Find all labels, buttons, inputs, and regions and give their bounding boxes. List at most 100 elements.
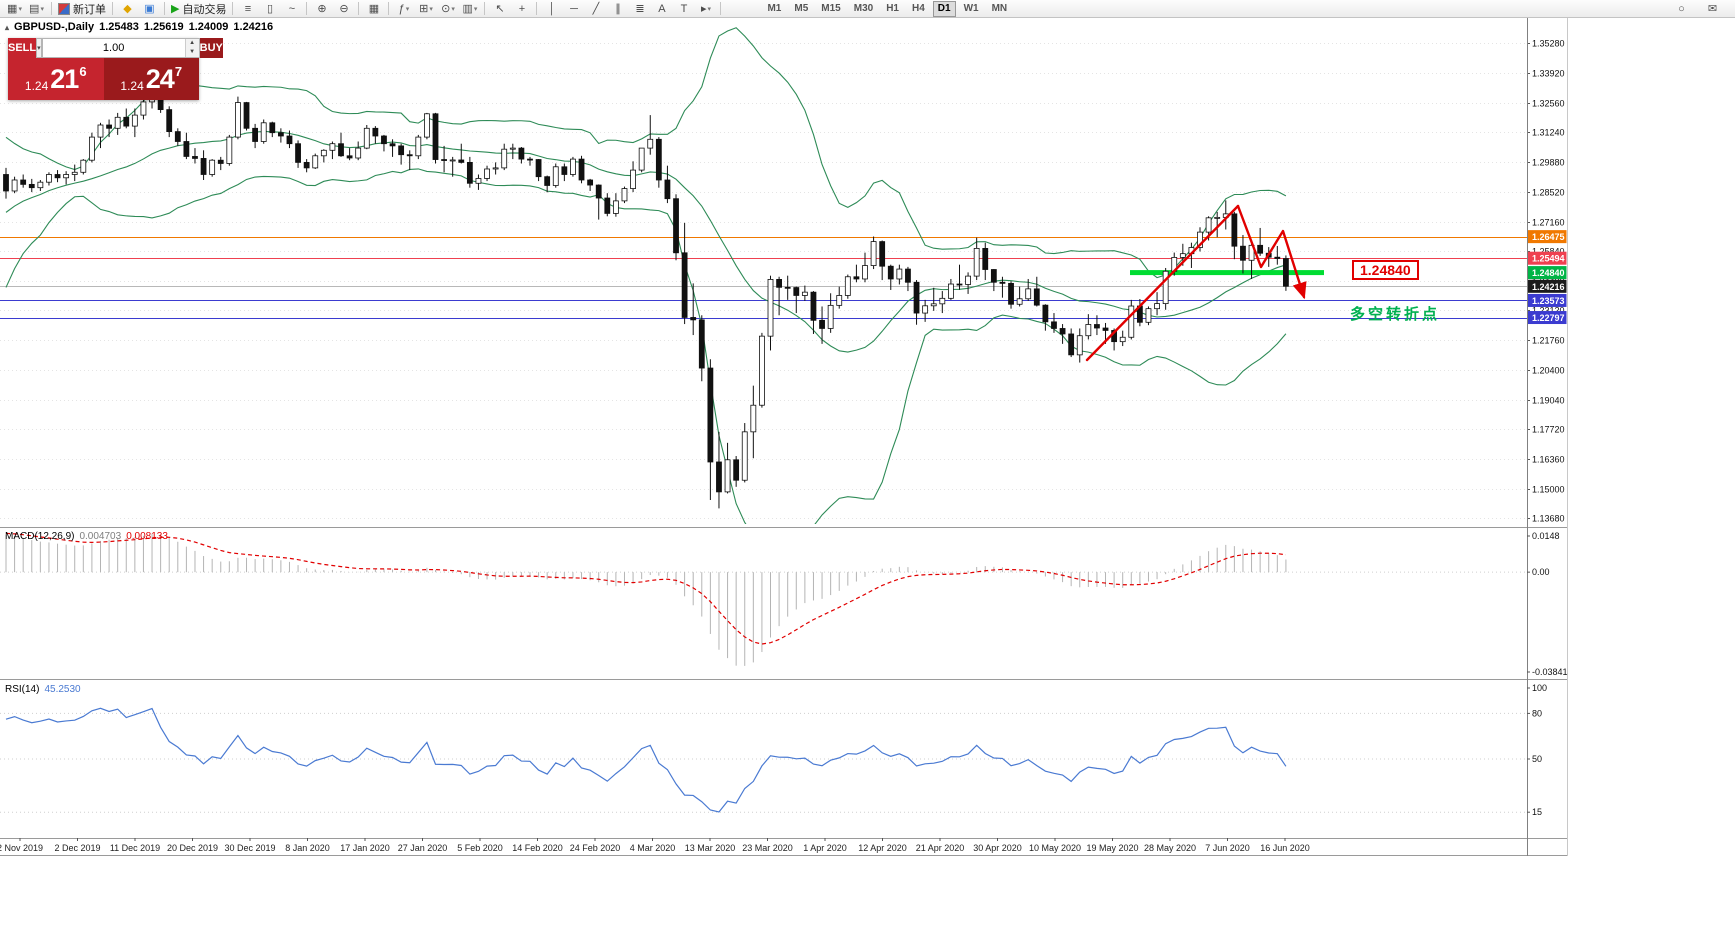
svg-text:7 Jun 2020: 7 Jun 2020 xyxy=(1205,843,1250,853)
timeframe-mn[interactable]: MN xyxy=(991,2,1008,14)
macd-indicator-label: MACD(12,26,9) 0.004703 0.008133 xyxy=(5,531,173,542)
horizontal-levels[interactable] xyxy=(0,237,1527,319)
zoom-in-icon[interactable]: ⊕ xyxy=(311,1,332,17)
svg-text:13 Mar 2020: 13 Mar 2020 xyxy=(685,843,736,853)
chat-icon[interactable]: ✉ xyxy=(1702,1,1723,17)
vertical-line-icon[interactable]: │ xyxy=(541,1,562,17)
volume-input[interactable] xyxy=(42,39,185,57)
indicators-icon-glyph: ƒ xyxy=(398,2,405,15)
svg-text:23 Mar 2020: 23 Mar 2020 xyxy=(742,843,793,853)
candlestick-chart-icon[interactable]: ▯ xyxy=(259,1,280,17)
line-chart-icon[interactable]: ~ xyxy=(281,1,302,17)
profiles-icon[interactable]: ▤ ▾ xyxy=(26,1,47,17)
support-zone-line[interactable] xyxy=(1130,270,1324,276)
metaeditor-icon[interactable]: ◆ xyxy=(117,1,138,17)
zoom-out-icon[interactable]: ⊖ xyxy=(333,1,354,17)
timeframe-m5[interactable]: M5 xyxy=(794,2,809,14)
projection-zigzag-arrow[interactable] xyxy=(1236,204,1307,300)
add-indicator-icon[interactable]: ⊞ ▾ xyxy=(415,1,436,17)
chat-icon-glyph: ✉ xyxy=(1707,2,1718,15)
label-icon[interactable]: T xyxy=(673,1,694,17)
svg-text:1 Apr 2020: 1 Apr 2020 xyxy=(803,843,847,853)
one-click-trading-widget: SELL ▾ ▲ ▼ BUY 1.24 21 6 1.24 24 7 xyxy=(8,38,223,100)
timeframe-m15[interactable]: M15 xyxy=(821,2,841,14)
ohlc-close: 1.24216 xyxy=(233,21,274,33)
crosshair-icon[interactable]: + xyxy=(511,1,532,17)
autotrading-button-glyph: ▶ xyxy=(171,2,180,15)
svg-text:1.13680: 1.13680 xyxy=(1532,514,1565,524)
svg-text:0.0148: 0.0148 xyxy=(1532,531,1560,541)
text-icon[interactable]: A xyxy=(651,1,672,17)
svg-text:1.27160: 1.27160 xyxy=(1532,218,1565,228)
search-icon[interactable]: ○ xyxy=(1671,1,1692,17)
autotrading-button[interactable]: ▶ 自动交易 xyxy=(169,1,228,17)
toolbar-separator xyxy=(112,2,113,15)
timeframe-w1[interactable]: W1 xyxy=(963,2,979,14)
new-order-button[interactable]: 新订单 xyxy=(56,1,108,17)
profiles-icon-caret: ▾ xyxy=(40,5,44,13)
periods-icon[interactable]: ⊙ ▾ xyxy=(437,1,458,17)
svg-text:1.17720: 1.17720 xyxy=(1532,425,1565,435)
one-click-menu-caret-icon[interactable]: ▾ xyxy=(36,38,42,58)
svg-text:10 May 2020: 10 May 2020 xyxy=(1029,843,1081,853)
indicators-icon[interactable]: ƒ ▾ xyxy=(393,1,414,17)
svg-text:1.29880: 1.29880 xyxy=(1532,158,1565,168)
fibonacci-icon[interactable]: ≣ xyxy=(629,1,650,17)
cursor-icon[interactable]: ↖ xyxy=(489,1,510,17)
buy-price-button[interactable]: 1.24 24 7 xyxy=(103,58,199,100)
community-icon[interactable]: ▣ xyxy=(139,1,160,17)
svg-text:2 Nov 2019: 2 Nov 2019 xyxy=(0,843,43,853)
support-price-label[interactable]: 1.24840 xyxy=(1352,260,1419,280)
ohlc-high: 1.25619 xyxy=(143,21,184,33)
sell-price-big: 21 xyxy=(50,63,79,94)
crosshair-icon-glyph: + xyxy=(518,2,526,15)
svg-text:1.19040: 1.19040 xyxy=(1532,396,1565,406)
svg-text:28 May 2020: 28 May 2020 xyxy=(1144,843,1196,853)
new-order-button-label: 新订单 xyxy=(73,3,106,16)
macd-signal-value: 0.008133 xyxy=(126,531,168,542)
channel-icon[interactable]: ∥ xyxy=(607,1,628,17)
macd-signal-line xyxy=(5,532,1286,645)
horizontal-line-icon[interactable]: ─ xyxy=(563,1,584,17)
svg-text:15: 15 xyxy=(1532,807,1542,817)
bollinger-upper xyxy=(5,27,1287,279)
chart-info-line: ▴ GBPUSD-,Daily 1.25483 1.25619 1.24009 1.242… xyxy=(5,21,278,33)
templates-icon[interactable]: ▥ ▾ xyxy=(459,1,480,17)
toolbar-separator xyxy=(484,2,486,15)
timeframe-h4[interactable]: H4 xyxy=(911,2,925,14)
tile-windows-icon[interactable]: ▦ xyxy=(363,1,384,17)
chart-background[interactable] xyxy=(0,18,1568,856)
turning-point-note[interactable]: 多空转折点 xyxy=(1350,306,1441,323)
svg-text:0.00: 0.00 xyxy=(1532,567,1550,577)
arrows-icon[interactable]: ▸ ▾ xyxy=(695,1,716,17)
svg-text:19 May 2020: 19 May 2020 xyxy=(1086,843,1138,853)
volume-up-icon[interactable]: ▲ xyxy=(185,39,199,48)
svg-text:5 Feb 2020: 5 Feb 2020 xyxy=(457,843,503,853)
time-axis[interactable]: 2 Nov 2019 2 Dec 2019 11 Dec 2019 20 Dec 20… xyxy=(0,838,1310,853)
toolbar-group-windows: ▦ ▾ ▤ ▾ xyxy=(4,1,47,17)
community-icon-glyph: ▣ xyxy=(144,2,155,15)
price-chart-surface[interactable]: 1.35280 1.33920 1.32560 1.31240 1.29880 1.285… xyxy=(0,18,1568,856)
timeframe-m1[interactable]: M1 xyxy=(767,2,782,14)
ascending-trendline[interactable] xyxy=(1085,204,1240,362)
svg-text:21 Apr 2020: 21 Apr 2020 xyxy=(916,843,965,853)
bar-chart-icon[interactable]: ≡ xyxy=(237,1,258,17)
toolbar-separator xyxy=(232,2,234,15)
new-chart-icon[interactable]: ▦ ▾ xyxy=(4,1,25,17)
timeframe-d1[interactable]: D1 xyxy=(932,0,956,17)
volume-down-icon[interactable]: ▼ xyxy=(185,48,199,57)
periods-icon-caret: ▾ xyxy=(451,5,455,13)
svg-text:1.23120: 1.23120 xyxy=(1532,306,1565,316)
trendline-icon[interactable]: ╱ xyxy=(585,1,606,17)
timeframe-m30[interactable]: M30 xyxy=(853,2,874,14)
sell-price-button[interactable]: 1.24 21 6 xyxy=(8,58,104,100)
svg-text:1.24216: 1.24216 xyxy=(1532,282,1565,292)
sell-button[interactable]: SELL xyxy=(8,38,37,58)
svg-text:-0.038415: -0.038415 xyxy=(1532,667,1568,677)
trend-annotation[interactable] xyxy=(1085,204,1307,362)
svg-text:1.31240: 1.31240 xyxy=(1532,128,1565,138)
text-icon-glyph: A xyxy=(658,2,666,15)
buy-button[interactable]: BUY xyxy=(199,38,223,58)
collapse-icon[interactable]: ▴ xyxy=(5,23,10,32)
timeframe-h1[interactable]: H1 xyxy=(886,2,899,14)
